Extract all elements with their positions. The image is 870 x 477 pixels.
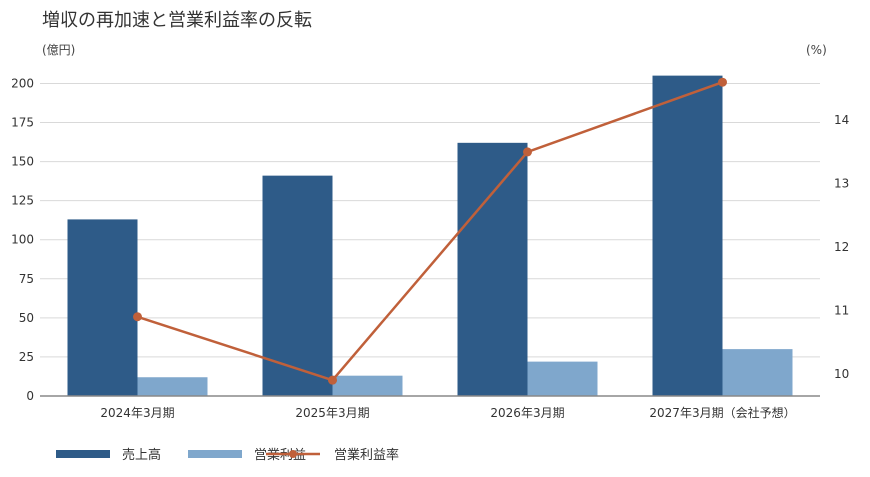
margin-point (718, 77, 727, 87)
right-tick-label: 13 (834, 177, 849, 191)
x-tick-label: 2025年3月期 (295, 406, 369, 420)
bar-sales (67, 219, 138, 396)
left-tick-label: 25 (19, 350, 34, 364)
margin-point (133, 312, 142, 322)
right-tick-label: 14 (834, 113, 849, 127)
x-tick-label: 2024年3月期 (100, 406, 174, 420)
left-tick-label: 125 (11, 194, 34, 208)
right-tick-label: 11 (834, 303, 849, 317)
left-tick-label: 0 (26, 389, 34, 403)
left-tick-label: 150 (11, 155, 34, 169)
right-axis-ticks: 10 11 12 13 14 (834, 113, 849, 381)
legend-label-margin: 営業利益率 (334, 447, 399, 463)
right-axis-unit: (%) (806, 43, 827, 57)
gridlines (40, 82, 820, 358)
bar-operating-profit (527, 361, 598, 396)
left-axis-unit: (億円) (42, 43, 75, 57)
bar-operating-profit (137, 377, 208, 396)
margin-line (133, 77, 727, 385)
x-axis-ticks: 2024年3月期 2025年3月期 2026年3月期 2027年3月期（会社予想） (100, 405, 795, 420)
bar-sales (652, 75, 723, 397)
chart-title: 増収の再加速と営業利益率の反転 (42, 10, 312, 31)
x-tick-label: 2027年3月期（会社予想） (649, 405, 795, 420)
left-tick-label: 200 (11, 76, 34, 90)
x-tick-label: 2026年3月期 (490, 406, 564, 420)
bar-sales (262, 175, 333, 396)
legend-swatch-sales (56, 450, 110, 458)
margin-point (523, 147, 532, 157)
left-tick-label: 50 (19, 311, 34, 325)
legend-label-sales: 売上高 (122, 447, 161, 463)
left-tick-label: 75 (19, 272, 34, 286)
legend: 売上高 営業利益 営業利益率 (56, 447, 399, 463)
right-tick-label: 12 (834, 240, 849, 254)
bar-sales (457, 142, 528, 396)
legend-swatch-operating-profit (188, 450, 242, 458)
left-tick-label: 100 (11, 233, 34, 247)
bar-operating-profit (332, 375, 403, 396)
right-tick-label: 10 (834, 367, 849, 381)
bar-operating-profit (722, 349, 793, 396)
margin-line-path (137, 81, 723, 382)
bars (67, 75, 793, 397)
left-axis-ticks: 0 25 50 75 100 125 150 175 200 (11, 76, 34, 403)
legend-swatch-margin-marker (289, 450, 297, 458)
margin-point (328, 375, 337, 385)
left-tick-label: 175 (11, 116, 34, 130)
